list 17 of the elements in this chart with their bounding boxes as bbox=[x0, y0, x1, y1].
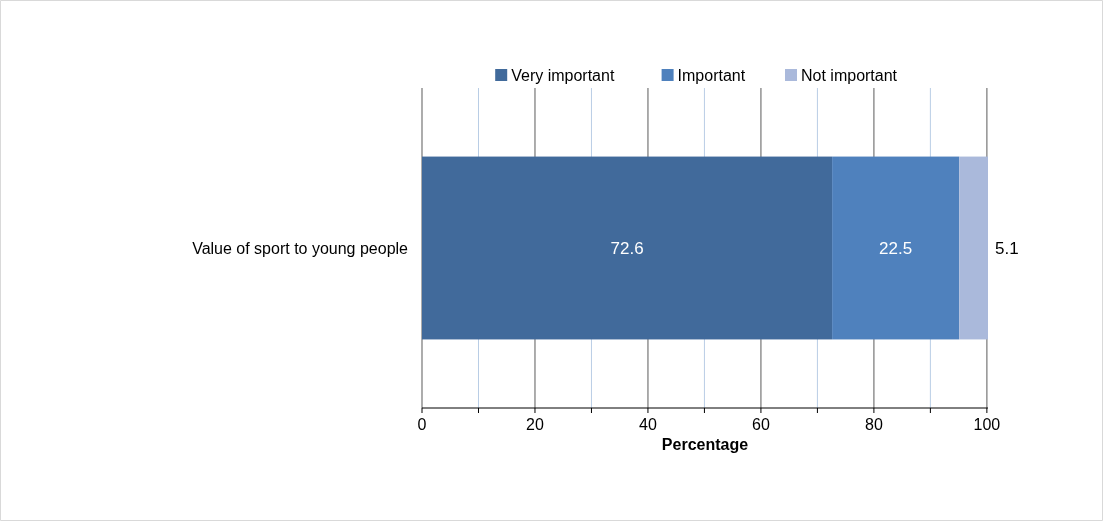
x-tick-label: 60 bbox=[752, 416, 770, 433]
legend-label: Not important bbox=[801, 66, 898, 84]
x-tick-label: 20 bbox=[526, 416, 544, 433]
y-tick-label: Value of sport to young people bbox=[192, 239, 409, 257]
bar bbox=[832, 156, 960, 340]
legend-label: Very important bbox=[511, 66, 615, 84]
x-tick-label: 80 bbox=[865, 416, 883, 433]
legend-label: Important bbox=[677, 66, 746, 84]
bar bbox=[959, 156, 988, 340]
bar bbox=[422, 156, 833, 340]
data-label: 5.1 bbox=[995, 238, 1019, 258]
data-label: 72.6 bbox=[610, 238, 644, 258]
x-tick-label: 100 bbox=[973, 416, 1001, 433]
x-tick-label: 0 bbox=[417, 416, 427, 433]
x-axis-title: Percentage bbox=[661, 436, 749, 453]
data-label: 22.5 bbox=[879, 238, 913, 258]
x-tick-label: 40 bbox=[639, 416, 657, 433]
